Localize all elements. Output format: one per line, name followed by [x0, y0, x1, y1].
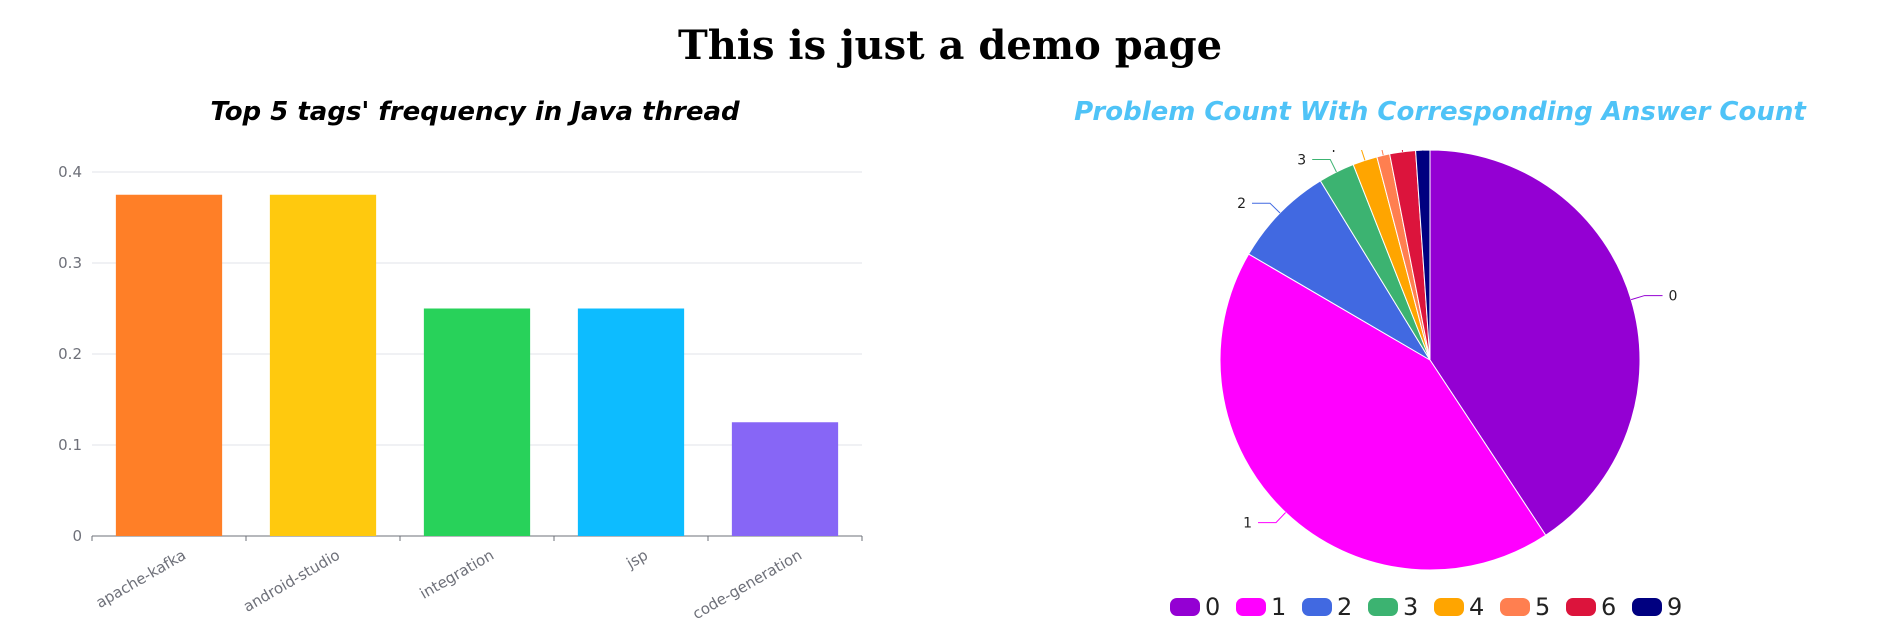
bar-android-studio [269, 194, 377, 536]
legend-label: 4 [1469, 593, 1484, 621]
y-tick-label: 0.4 [58, 163, 82, 181]
legend-item-6[interactable]: 6 [1566, 593, 1616, 621]
bar-code-generation [731, 422, 839, 536]
x-tick-label: integration [417, 546, 497, 603]
legend-item-0[interactable]: 0 [1170, 593, 1220, 621]
y-tick-label: 0 [72, 527, 82, 545]
legend-label: 5 [1535, 593, 1550, 621]
legend-label: 6 [1601, 593, 1616, 621]
legend-item-3[interactable]: 3 [1368, 593, 1418, 621]
bar-integration [423, 308, 531, 536]
pie-leader-line [1257, 512, 1286, 524]
legend-item-9[interactable]: 9 [1632, 593, 1682, 621]
pie-slice-label: 0 [1669, 289, 1678, 305]
legend-label: 9 [1667, 593, 1682, 621]
legend-swatch [1566, 598, 1596, 616]
pie-leader-line [1381, 150, 1384, 156]
pie-slice-2 [1247, 180, 1431, 361]
x-tick-label: apache-kafka [93, 546, 189, 612]
pie-leader-line [1361, 150, 1366, 161]
y-tick-label: 0.3 [58, 254, 82, 272]
x-tick-label: jsp [623, 546, 651, 573]
pie-leader-line [1312, 158, 1337, 173]
bar-apache-kafka [115, 194, 223, 536]
pie-slice-label: 5 [1347, 150, 1356, 151]
bar-chart: 0 0.1 0.2 0.3 0.4 apache-kafka android-studio i… [58, 163, 863, 623]
pie-leader-line [1630, 295, 1663, 301]
legend-item-1[interactable]: 1 [1236, 593, 1286, 621]
bar-chart-title: Top 5 tags' frequency in Java thread [210, 97, 740, 127]
page-title: This is just a demo page [677, 22, 1223, 69]
legend-item-2[interactable]: 2 [1302, 593, 1352, 621]
pie-leader-line [1252, 202, 1281, 214]
legend-swatch [1170, 598, 1200, 616]
pie-slice-label: 2 [1237, 196, 1246, 212]
legend-label: 1 [1271, 593, 1286, 621]
legend-swatch [1236, 598, 1266, 616]
y-tick-label: 0.2 [58, 345, 82, 363]
pie-slice-1 [1219, 253, 1547, 571]
pie-slice-label: 1 [1243, 516, 1252, 532]
legend-item-5[interactable]: 5 [1500, 593, 1550, 621]
legend-item-4[interactable]: 4 [1434, 593, 1484, 621]
legend-swatch [1434, 598, 1464, 616]
legend-label: 0 [1205, 593, 1220, 621]
legend-swatch [1368, 598, 1398, 616]
pie-slice-label: 3 [1297, 152, 1306, 168]
pie-chart-title: Problem Count With Corresponding Answer … [1074, 97, 1806, 127]
legend-label: 2 [1337, 593, 1352, 621]
y-tick-label: 0.1 [58, 436, 82, 454]
pie-chart: 0123456901234569 [1170, 150, 1682, 621]
pie-slice-label: 4 [1328, 150, 1337, 156]
pie-leader-line [1401, 150, 1404, 152]
bar-jsp [577, 308, 685, 536]
legend-swatch [1302, 598, 1332, 616]
legend-swatch [1500, 598, 1530, 616]
legend-label: 3 [1403, 593, 1418, 621]
legend-swatch [1632, 598, 1662, 616]
x-tick-label: android-studio [240, 546, 343, 616]
x-tick-label: code-generation [689, 546, 805, 623]
